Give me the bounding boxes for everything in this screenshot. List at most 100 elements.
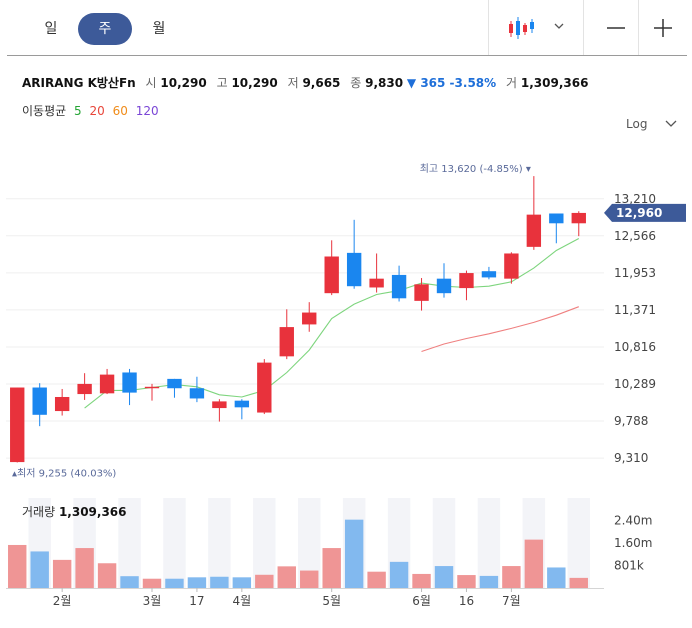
candle [302, 302, 317, 332]
price-tick-label: 9,310 [614, 451, 648, 465]
candle-body [77, 383, 92, 395]
candle [189, 376, 205, 403]
price-tick-label: 10,289 [614, 377, 656, 391]
volume-column-shade [477, 498, 501, 588]
candle [549, 213, 564, 244]
x-tick-label: 4월 [233, 594, 252, 608]
x-tick-label: 6월 [412, 594, 431, 608]
volume-label: 거 [506, 76, 518, 90]
candle-body [549, 213, 564, 224]
open-value: 10,290 [160, 76, 207, 90]
volume-value: 1,309,366 [59, 505, 127, 519]
volume-bar [210, 576, 229, 588]
low-label: 저 [287, 76, 299, 90]
ma-5-label: 5 [74, 104, 82, 118]
candle [504, 252, 519, 284]
volume-bar [412, 573, 431, 588]
plus-icon[interactable] [651, 16, 675, 40]
high-value: 10,290 [231, 76, 278, 90]
candle-body [189, 388, 205, 399]
ma-60-label: 60 [112, 104, 128, 118]
high-label: 고 [216, 76, 228, 90]
volume-bar [434, 566, 454, 588]
candle [32, 383, 47, 427]
candle-body [279, 327, 294, 357]
current-price-tag [604, 203, 686, 222]
price-tick-label: 11,953 [614, 266, 656, 280]
candle-body [54, 396, 70, 412]
ma-20-label: 20 [89, 104, 105, 118]
tab-month[interactable]: 월 [152, 21, 166, 37]
candle-body [436, 278, 452, 294]
volume-bar [300, 570, 319, 588]
volume-bar [389, 561, 409, 588]
candle [279, 309, 294, 360]
stock-name: ARIRANG K방산Fn [22, 76, 136, 90]
candle-body [10, 387, 25, 463]
candle [167, 378, 182, 398]
period-tabs: 일 주 월 [24, 13, 186, 45]
candle [257, 359, 272, 415]
moving-average-legend[interactable]: 이동평균 5 20 60 120 [22, 102, 163, 119]
candle [391, 265, 407, 302]
candle-body [459, 273, 474, 289]
volume-bar [255, 574, 274, 588]
candle-body [302, 312, 317, 325]
volume-column-shade [253, 498, 276, 588]
candle-body [257, 362, 272, 413]
candle-body [414, 284, 429, 301]
candle-body [526, 214, 542, 247]
volume-column-shade [118, 498, 141, 588]
price-tick-label: 10,816 [614, 340, 656, 354]
chevron-down-icon [665, 120, 677, 127]
tab-week[interactable]: 주 [78, 13, 132, 45]
price-info: ARIRANG K방산Fn 시 10,290 고 10,290 저 9,665 … [22, 74, 588, 91]
volume-bar [165, 578, 184, 588]
volume-bar [8, 544, 27, 588]
candle-body [369, 278, 384, 288]
candlestick-icon [509, 17, 564, 39]
candle-body [571, 212, 586, 224]
close-label: 종 [350, 76, 362, 90]
volume-bar [232, 577, 252, 588]
minus-icon[interactable] [604, 16, 628, 40]
volume-bar [52, 559, 72, 588]
volume-tick-label: 1.60m [614, 536, 652, 550]
volume-bar [322, 548, 341, 588]
volume-bar [569, 577, 588, 588]
candle-body [122, 372, 137, 393]
chart-type-dropdown[interactable] [506, 15, 580, 41]
scale-label: Log [626, 117, 648, 131]
ma-120-label: 120 [135, 104, 159, 118]
scale-dropdown[interactable]: Log [626, 117, 677, 131]
candle [436, 263, 452, 298]
candle [234, 399, 250, 420]
candle [77, 373, 92, 400]
volume-bar [524, 539, 544, 588]
candle-body [234, 400, 250, 408]
price-tick-label: 11,371 [614, 303, 656, 317]
candle [144, 383, 160, 401]
ma-legend-label: 이동평균 [22, 104, 67, 118]
volume-bar [457, 575, 476, 588]
tab-day[interactable]: 일 [44, 21, 58, 37]
chevron-down-icon [554, 23, 564, 29]
candle-body [391, 274, 407, 299]
toolbar-divider [583, 0, 584, 56]
open-label: 시 [145, 76, 157, 90]
ma20-line [421, 306, 579, 353]
candle [122, 368, 137, 406]
x-tick-label: 3월 [143, 594, 162, 608]
volume-value: 1,309,366 [520, 76, 589, 90]
volume-column-shade [567, 498, 590, 588]
top-toolbar: 일 주 월 [0, 0, 692, 56]
price-tick-label: 12,566 [614, 229, 656, 243]
volume-tick-label: 2.40m [614, 514, 652, 528]
volume-bar [142, 578, 162, 588]
x-tick-label: 7월 [502, 594, 521, 608]
candle [324, 240, 339, 296]
volume-bar [367, 571, 386, 588]
toolbar-divider [488, 0, 489, 56]
candle-body [167, 378, 182, 389]
